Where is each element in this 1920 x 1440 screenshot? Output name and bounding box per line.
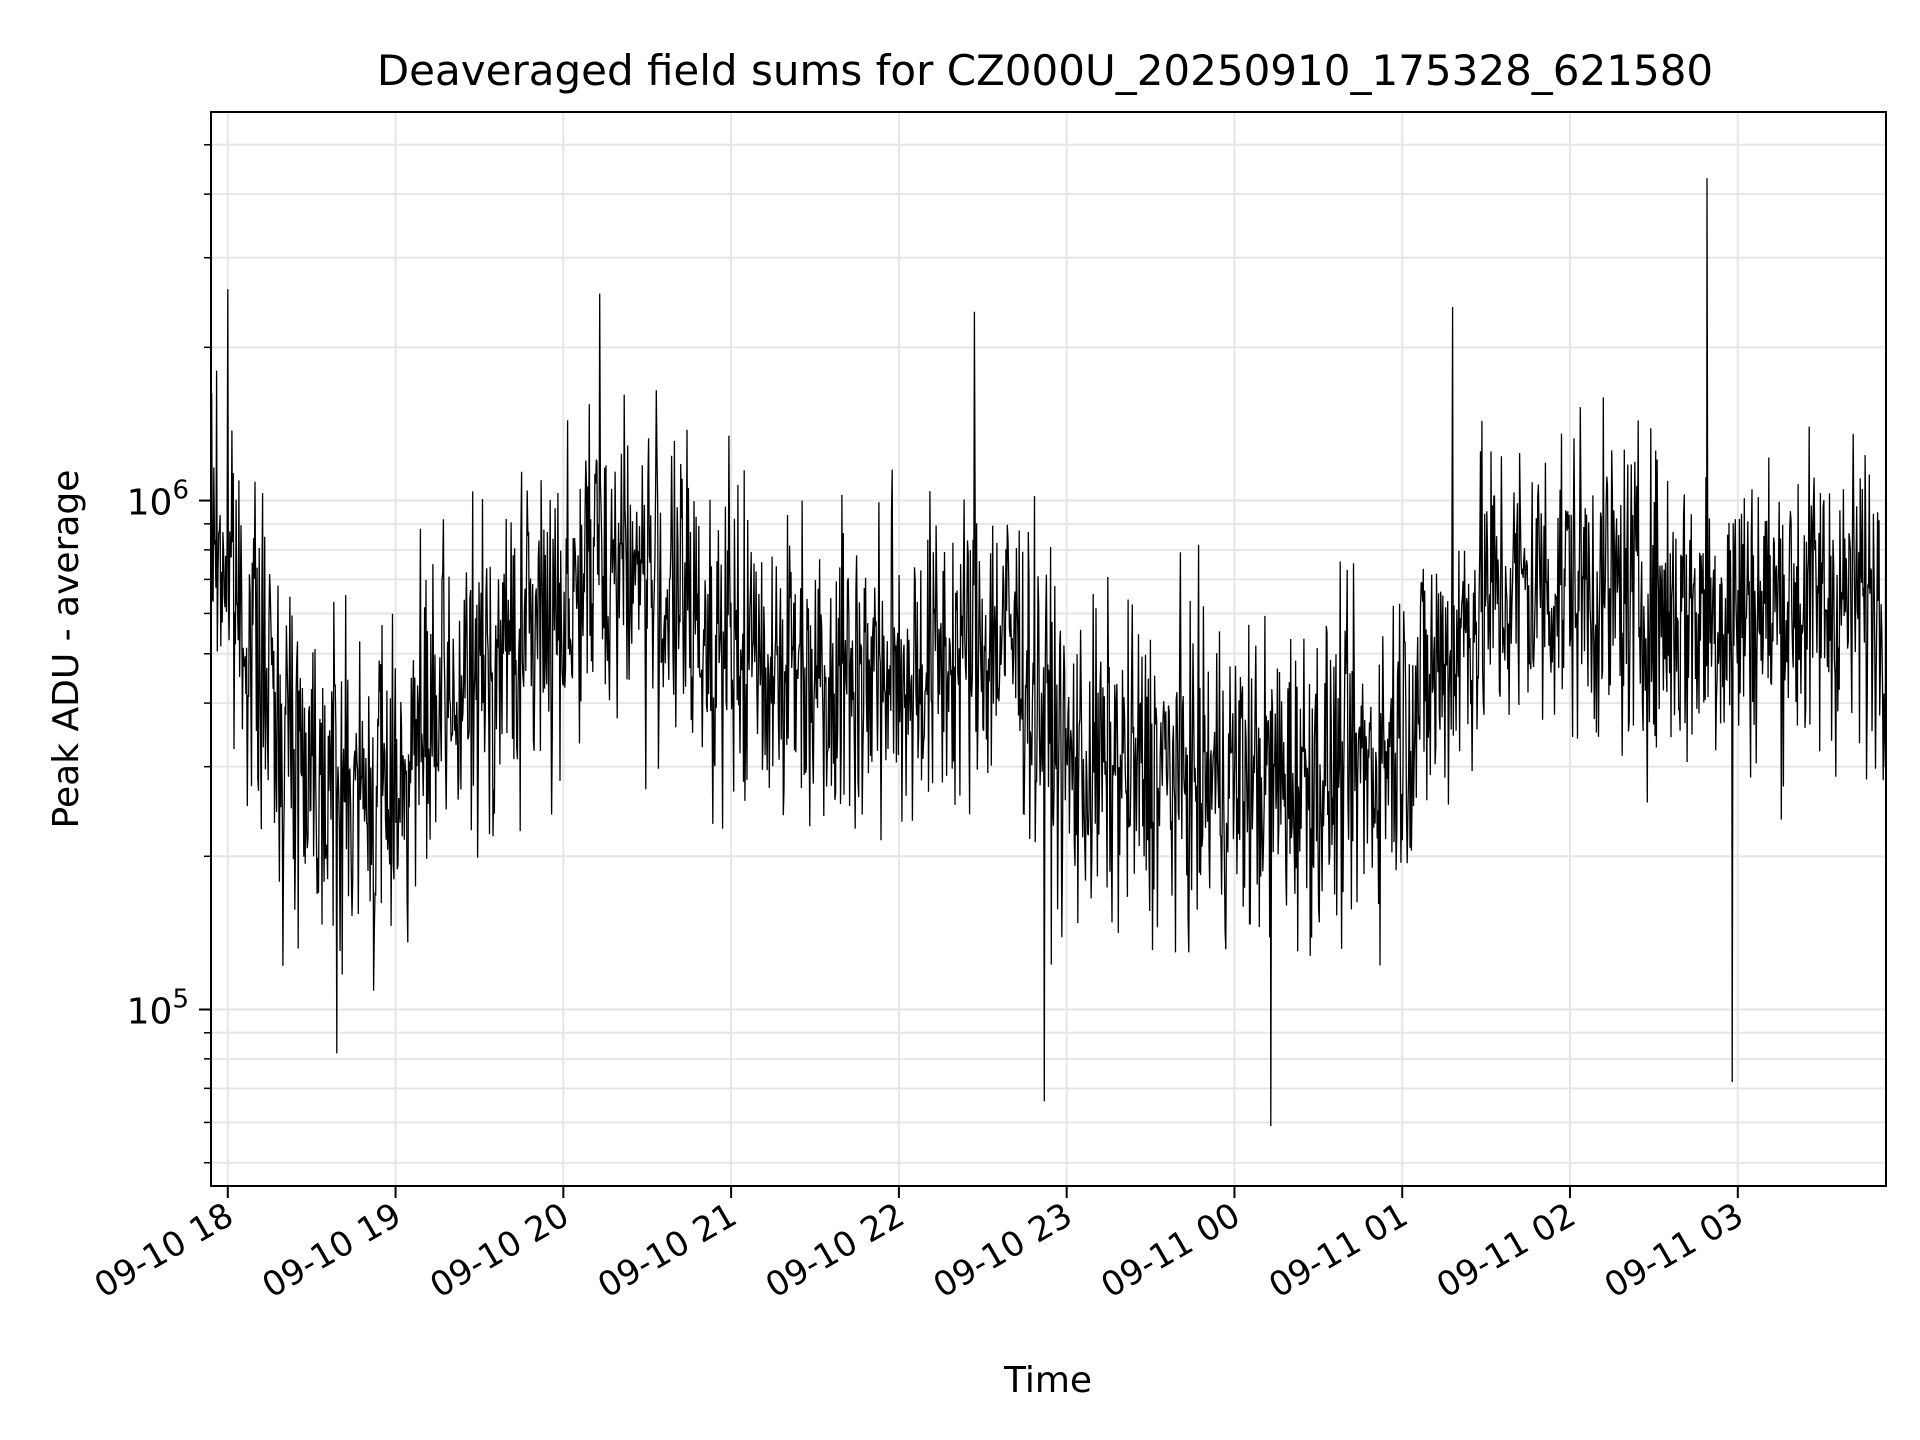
x-tick-label: 09-10 20 [423, 1195, 575, 1306]
y-tick-label: 105 [127, 985, 189, 1033]
x-axis: 09-10 18 09-10 19 09-10 20 09-10 21 09-10 22… [88, 1186, 1750, 1306]
x-tick-label: 09-11 00 [1095, 1195, 1247, 1306]
y-tick-label: 106 [127, 476, 189, 524]
x-tick-label: 09-10 23 [927, 1195, 1079, 1306]
grid-lines [211, 112, 1886, 1186]
x-tick-label: 09-11 03 [1598, 1195, 1750, 1306]
chart-title: Deaveraged field sums for CZ000U_2025091… [377, 46, 1713, 95]
x-tick-label: 09-11 01 [1262, 1195, 1414, 1306]
y-axis: 105 106 [127, 144, 211, 1164]
x-tick-label: 09-10 18 [88, 1195, 240, 1306]
series-line [211, 178, 1886, 1127]
x-tick-label: 09-10 19 [256, 1195, 408, 1306]
x-tick-label: 09-11 02 [1430, 1195, 1582, 1306]
x-tick-label: 09-10 22 [759, 1195, 911, 1306]
x-tick-label: 09-10 21 [591, 1195, 743, 1306]
plot-frame [210, 111, 1887, 1187]
y-axis-label: Peak ADU - average [46, 470, 87, 829]
x-axis-label: Time [1003, 1360, 1092, 1401]
